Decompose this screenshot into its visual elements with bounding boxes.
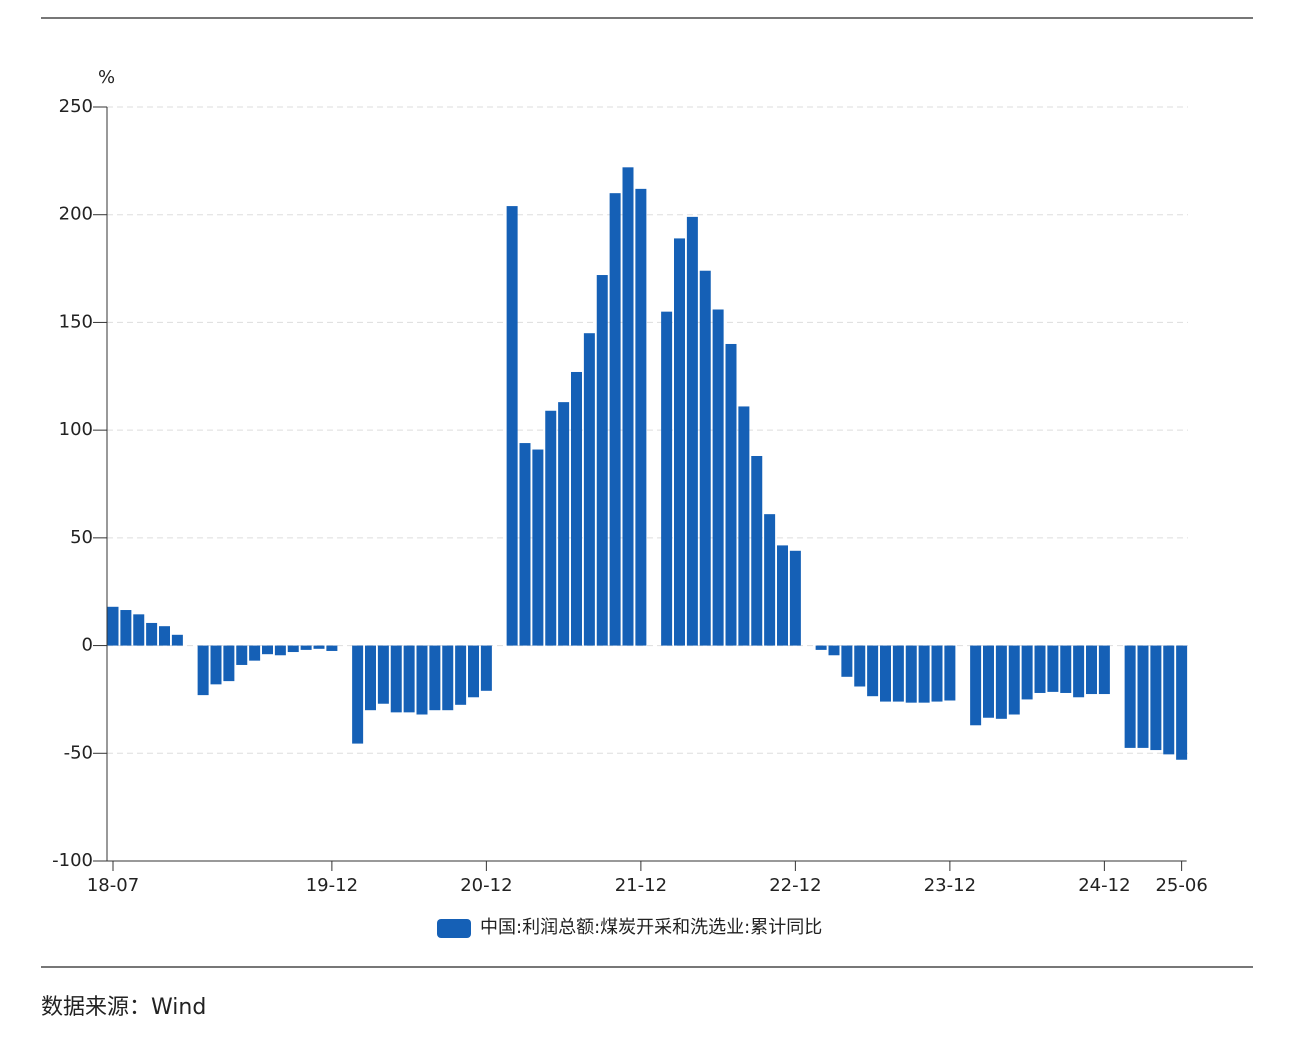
bar [223,645,235,682]
bar [236,645,248,665]
bar [352,645,364,744]
bar [197,645,209,696]
bar [661,311,673,646]
bar [1098,645,1110,695]
y-tick-label: 250 [59,96,93,117]
bar [686,216,698,646]
y-tick-label: -50 [64,742,93,763]
bar [828,645,840,656]
bar [249,645,261,661]
bar [892,645,904,702]
bar [377,645,389,704]
bar [841,645,853,677]
bar [1124,645,1136,748]
bar [120,610,132,646]
bar [210,645,222,685]
bar [738,406,750,646]
bar [1150,645,1162,751]
bar [725,343,737,646]
bar [995,645,1007,719]
bar [931,645,943,702]
x-tick-label: 18-07 [87,875,139,896]
bar [789,550,801,646]
bar [1163,645,1175,755]
bar [326,645,338,651]
bar [1073,645,1085,698]
bar [712,309,724,646]
bar [506,206,518,646]
bar [159,626,170,646]
bar [1034,645,1046,693]
x-tick-label: 19-12 [306,875,358,896]
bar [1021,645,1033,700]
bar [455,645,467,705]
bar [480,645,492,691]
x-tick-label: 25-06 [1155,875,1207,896]
bar [1047,645,1059,692]
bar [146,622,158,646]
bar [970,645,982,726]
x-tick-label: 21-12 [615,875,667,896]
y-tick-label: 150 [59,311,93,332]
bar [777,545,788,646]
bar [532,449,544,646]
bar [635,188,647,646]
x-tick-label: 20-12 [460,875,512,896]
bar [1060,645,1072,693]
bar [545,410,557,646]
legend-label: 中国:利润总额:煤炭开采和洗选业:累计同比 [480,917,822,938]
y-tick-label: 100 [59,419,93,440]
bar [287,645,299,653]
bar [416,645,428,715]
bar [944,645,956,701]
y-tick-label: -100 [52,850,93,871]
bar [133,614,145,646]
bar [1008,645,1020,715]
bar [365,645,376,711]
bar [622,167,634,646]
y-tick-label: 50 [70,527,93,548]
bar [583,333,595,646]
bar [571,371,582,646]
bar [262,645,273,655]
legend-swatch [437,919,471,938]
x-tick-label: 24-12 [1078,875,1130,896]
bar [429,645,441,711]
bar [313,645,325,649]
y-tick-label: 200 [59,204,93,225]
bar [854,645,866,687]
bar [815,645,827,650]
bar [300,645,312,650]
unit-label: % [98,67,115,88]
bar [699,270,711,646]
bar [107,606,119,646]
bar [983,645,994,718]
bar [609,193,621,646]
bar [403,645,415,713]
bar [905,645,917,703]
x-tick-label: 23-12 [924,875,976,896]
bar [171,634,183,646]
bar [1086,645,1097,695]
bar [390,645,402,713]
bar [558,402,570,646]
bar [1137,645,1149,748]
x-tick-label: 22-12 [769,875,821,896]
bar [596,275,608,646]
bar [274,645,286,656]
bar [468,645,479,698]
bar [674,238,685,646]
bar [442,645,454,711]
y-tick-label: 0 [82,635,93,656]
bar [867,645,879,697]
bar [519,443,531,646]
bar [751,455,763,646]
source-note: 数据来源：Wind [41,995,206,1020]
bar [1176,645,1188,760]
bar [764,514,776,646]
bar [880,645,891,702]
bar [918,645,930,703]
